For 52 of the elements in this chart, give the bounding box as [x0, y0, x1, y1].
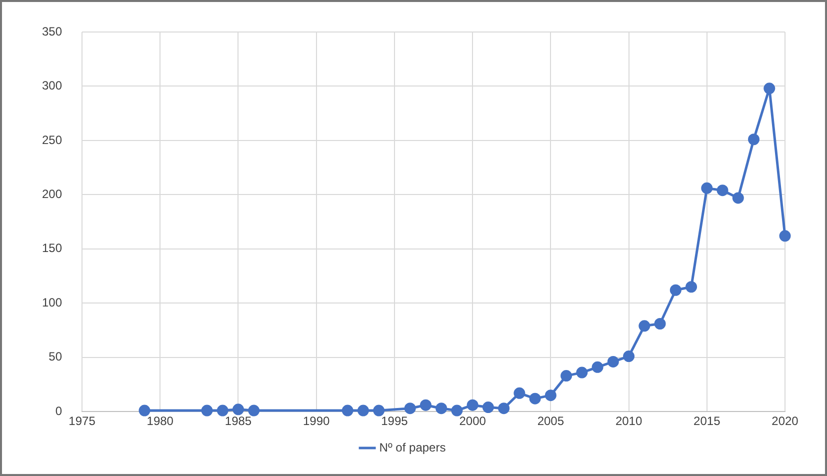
- x-tick-label: 1975: [68, 414, 96, 428]
- point: [451, 404, 463, 416]
- point: [686, 281, 698, 293]
- y-tick-label: 150: [42, 241, 62, 256]
- point: [670, 284, 682, 296]
- x-tick-label: 1990: [302, 414, 330, 428]
- legend-label: Nº of papers: [379, 440, 446, 454]
- point: [529, 392, 541, 404]
- point: [420, 399, 432, 411]
- point: [342, 404, 354, 416]
- point: [248, 404, 260, 416]
- y-tick-label: 350: [42, 24, 62, 38]
- point: [201, 404, 213, 416]
- y-tick-label: 200: [42, 187, 62, 201]
- point: [592, 361, 604, 373]
- point: [560, 370, 572, 382]
- point: [216, 404, 228, 416]
- point: [576, 366, 588, 378]
- point: [498, 402, 510, 414]
- point: [623, 350, 635, 362]
- point: [436, 402, 448, 414]
- y-tick-label: 100: [42, 295, 62, 310]
- y-tick-label: 250: [42, 132, 62, 147]
- point: [232, 404, 244, 416]
- x-tick-label: 1980: [146, 414, 174, 428]
- x-tick-label: 2000: [459, 414, 486, 428]
- point: [764, 82, 776, 94]
- y-tick-label: 300: [42, 78, 62, 93]
- point: [138, 404, 150, 416]
- x-tick-label: 2005: [537, 414, 564, 428]
- y-tick-label: 50: [48, 350, 62, 364]
- x-tick-label: 2015: [694, 414, 721, 428]
- point: [357, 404, 369, 416]
- point: [654, 318, 666, 330]
- point: [607, 356, 619, 368]
- x-tick-label: 1985: [224, 414, 252, 428]
- x-tick-label: 2020: [772, 414, 799, 428]
- point: [544, 390, 556, 402]
- x-tick-label: 1995: [381, 414, 408, 428]
- point: [482, 402, 494, 414]
- y-tick-label: 0: [55, 404, 62, 418]
- point: [638, 320, 650, 332]
- point: [514, 387, 526, 399]
- point: [701, 182, 713, 194]
- x-tick-label: 2010: [615, 414, 642, 428]
- point: [466, 399, 478, 411]
- point: [373, 404, 385, 416]
- point: [748, 134, 760, 146]
- point: [779, 230, 791, 242]
- point: [404, 402, 416, 414]
- point: [732, 192, 744, 204]
- point: [716, 184, 728, 196]
